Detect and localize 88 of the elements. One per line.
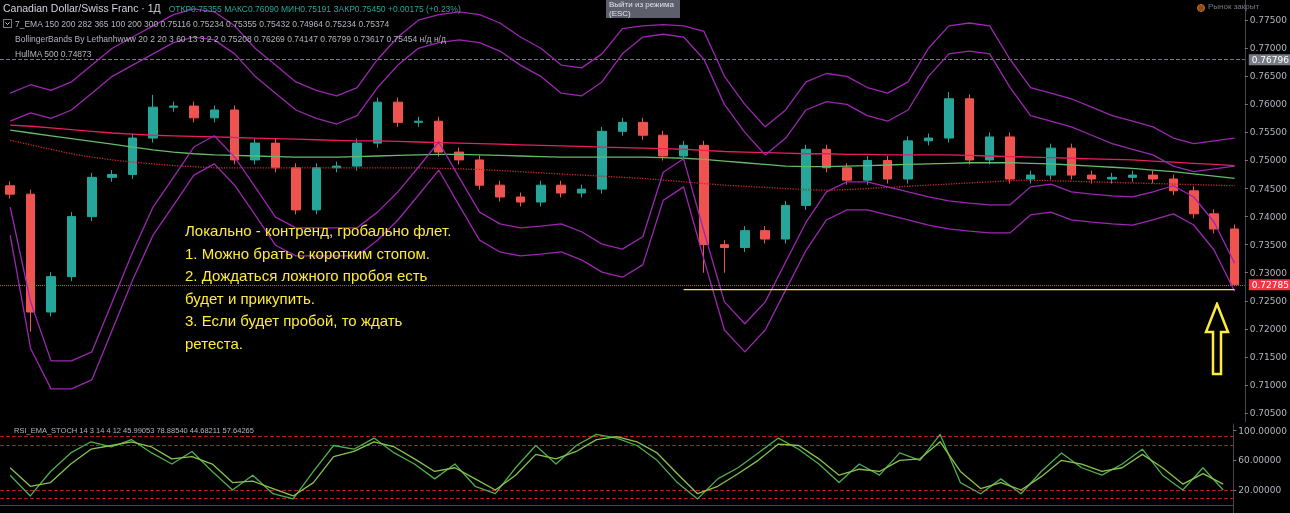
y-tick-label: 0.74000	[1249, 211, 1288, 222]
candlestick	[148, 94, 158, 144]
candlestick	[107, 169, 117, 183]
candlestick	[781, 200, 790, 245]
y-tick-label: 20.00000	[1238, 485, 1282, 496]
y-tick-label: 0.70500	[1249, 408, 1288, 419]
candlestick	[720, 239, 729, 274]
candlestick	[46, 271, 56, 317]
candlestick	[312, 162, 321, 215]
annotation: HullMA 500 0.74873	[14, 48, 93, 61]
candlestick	[842, 162, 852, 186]
candlestick	[985, 131, 994, 165]
candlestick	[556, 180, 566, 199]
candlestick	[577, 184, 586, 199]
candlestick	[1148, 170, 1158, 184]
candlestick	[863, 155, 872, 186]
y-tick-label: 0.76000	[1249, 99, 1288, 110]
y-tick-label: 0.73500	[1249, 239, 1288, 250]
candlestick	[1005, 131, 1015, 184]
candlestick	[1026, 170, 1035, 184]
y-tick-label: 0.72500	[1249, 295, 1288, 306]
candlestick	[944, 91, 954, 144]
line-series	[9, 163, 1236, 390]
candlestick	[883, 155, 892, 184]
line-series	[9, 124, 1236, 167]
candlestick	[1087, 170, 1096, 184]
candlestick	[393, 97, 403, 128]
candlestick	[740, 225, 750, 253]
y-tick-label: 100.00000	[1238, 425, 1288, 436]
candlestick	[516, 191, 525, 208]
candlestick	[414, 116, 423, 128]
chart-title: Canadian Dollar/Swiss Franc · 1Д	[3, 2, 161, 14]
candlestick	[210, 105, 219, 123]
annotation: Выйти из режима (ESC)	[606, 0, 680, 18]
candlestick	[332, 161, 341, 173]
y-tick-label: 0.75000	[1249, 155, 1288, 166]
y-tick-label: 0.77500	[1249, 15, 1288, 26]
candlestick	[1189, 185, 1199, 219]
candlestick	[801, 144, 811, 211]
y-tick-label: 0.71500	[1249, 351, 1288, 362]
y-tick-label: 0.74500	[1249, 183, 1288, 194]
candlestick	[638, 117, 648, 141]
candlestick	[5, 180, 15, 200]
candlestick	[658, 130, 668, 161]
y-tick-label: 0.73000	[1249, 267, 1288, 278]
ref-line-label: 0.72785	[1251, 279, 1289, 290]
candlestick	[1128, 170, 1137, 183]
candlestick	[618, 117, 627, 137]
candlestick	[87, 172, 97, 222]
candlestick	[699, 140, 709, 274]
y-tick-label: 0.77000	[1249, 43, 1288, 54]
candlestick	[67, 211, 76, 282]
candlestick	[760, 225, 770, 245]
candlestick	[26, 189, 35, 333]
candlestick	[230, 105, 239, 165]
candlestick	[536, 180, 546, 208]
candlestick	[128, 133, 137, 180]
candlestick	[291, 162, 301, 215]
candlestick	[1230, 223, 1239, 287]
candlestick	[495, 180, 505, 202]
candlestick	[434, 116, 443, 158]
line-series	[9, 129, 1236, 180]
candlestick	[352, 138, 362, 172]
line-series	[9, 139, 1236, 191]
y-tick-label: 0.72000	[1249, 323, 1288, 334]
y-tick-label: 0.76500	[1249, 71, 1288, 82]
annotation: 1. Можно брать с коротким стопом.	[185, 243, 432, 264]
candlestick	[965, 93, 974, 165]
line-series	[9, 135, 1236, 362]
candlestick	[924, 133, 933, 146]
candlestick	[679, 140, 688, 161]
candlestick	[1067, 143, 1076, 181]
y-tick-label: 60.00000	[1238, 455, 1282, 466]
y-tick-label: 0.75500	[1249, 127, 1288, 138]
candlestick	[1107, 172, 1117, 184]
ref-line-label: 0.76796	[1251, 54, 1290, 65]
line-series	[9, 33, 1236, 173]
candlestick	[373, 97, 382, 149]
annotation: 3. Если будет пробой, то ждать ретеста.	[185, 311, 404, 354]
candlestick	[903, 135, 913, 184]
candlestick	[475, 154, 484, 191]
candlestick	[597, 126, 607, 195]
candlestick	[189, 101, 199, 123]
candlestick	[271, 138, 280, 173]
annotation: 2. Дождаться ложного пробоя есть будет и прикупить.	[185, 266, 429, 309]
y-tick-label: 0.71000	[1249, 379, 1288, 390]
candlestick	[1046, 143, 1056, 181]
candlestick	[169, 101, 178, 113]
